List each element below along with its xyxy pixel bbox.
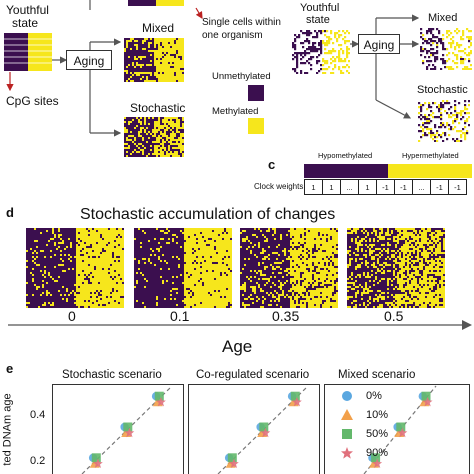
panel-b-stochastic-label: Stochastic [417, 84, 468, 96]
legend-marker-1 [341, 409, 353, 420]
panel-b-youthful-grid [292, 30, 350, 74]
panel-b-stochastic-grid [418, 100, 470, 142]
scatter-title-mixed: Mixed scenario [338, 369, 416, 381]
clock-weight-cell: 1 [358, 179, 377, 195]
panel-b-mixed-label: Mixed [428, 12, 458, 24]
legend-unmethylated-swatch [248, 85, 264, 101]
legend-label-1: 10% [366, 409, 389, 421]
panel-a-aging-box: Aging [66, 50, 112, 70]
legend-label-3: 90% [366, 447, 389, 459]
panel-e-ylabel: ted DNAm age [1, 393, 14, 466]
clock-weight-cell: ... [412, 179, 431, 195]
scatter-point [260, 427, 271, 438]
scatter-point [156, 397, 166, 407]
panel-a-arrows [6, 0, 203, 137]
scatter-point [93, 458, 103, 468]
panel-b-arrows [350, 14, 420, 119]
scatter-point [227, 453, 237, 463]
panel-b-youthful-line1: Youthful [300, 2, 340, 14]
legend-unmethylated-label: Unmethylated [212, 71, 271, 82]
clock-weight-cell: -1 [430, 179, 449, 195]
legend-label-0: 0% [366, 390, 382, 402]
panel-c-hypo-bar [304, 164, 388, 178]
clock-weight-cell: ... [340, 179, 359, 195]
noise-grid-0 [26, 228, 124, 308]
scatter-plot-coregulated [188, 384, 320, 474]
legend-methylated-label: Methylated [212, 106, 259, 117]
panel-a-stochastic-grid [124, 117, 184, 157]
panel-e-letter: e [6, 361, 14, 376]
scatter-point [259, 422, 269, 432]
panel-a-mixed-label: Mixed [142, 21, 175, 35]
scatter-point [123, 422, 133, 432]
age-axis-arrow [8, 320, 472, 330]
clock-weights-table: 1 1 ... 1 -1 -1 ... -1 -1 [304, 179, 467, 195]
scatter-plot-stochastic [52, 384, 184, 474]
panel-a-cpg-label: CpG sites [6, 94, 59, 108]
scatter-point [124, 427, 135, 438]
panel-b-youthful-line2: state [306, 14, 330, 26]
panel-c-row-label: Clock weights [254, 182, 304, 191]
noise-label-2: 0.35 [272, 308, 300, 324]
legend-marker-2 [342, 429, 352, 439]
legend-marker-3 [341, 447, 353, 459]
clock-weight-cell: 1 [322, 179, 341, 195]
scatter-point [422, 397, 433, 407]
scatter-plot-mixed [324, 384, 470, 474]
panel-c-hyper-bar [388, 164, 472, 178]
panel-a-youthful-line1: Youthful [6, 3, 49, 17]
scatter-point [154, 391, 164, 401]
panel-a-single-cells-line1: Single cells within [202, 17, 281, 28]
panel-a-mixed-grid [124, 38, 184, 82]
clock-weight-cell: -1 [394, 179, 413, 195]
legend-methylated-swatch [248, 118, 264, 134]
scatter-point [290, 391, 300, 401]
panel-a-youthful-grid [4, 33, 52, 71]
noise-grid-3 [347, 228, 445, 308]
panel-a-top-grid [128, 0, 184, 6]
clock-weight-cell: -1 [376, 179, 395, 195]
noise-label-1: 0.1 [170, 308, 190, 324]
panel-c-hyper-label: Hypermethylated [402, 151, 459, 160]
noise-label-0: 0 [68, 308, 76, 324]
panel-c-hypo-label: Hypomethylated [318, 151, 373, 160]
panel-b-aging-box: Aging [358, 34, 400, 54]
clock-weight-cell: 1 [304, 179, 323, 195]
scatter-point [396, 422, 406, 432]
scatter-point [371, 453, 381, 463]
panel-a-single-cells-line2: one organism [202, 30, 263, 41]
noise-label-3: 0.5 [384, 308, 404, 324]
scatter-point [421, 391, 431, 401]
panel-b-mixed-grid [420, 28, 472, 70]
age-axis-label: Age [222, 337, 253, 356]
scatter-point [292, 397, 302, 407]
scatter-point [91, 453, 101, 463]
scatter-title-coregulated: Co-regulated scenario [196, 369, 310, 381]
scatter-title-stochastic: Stochastic scenario [62, 369, 162, 381]
panel-a-youthful-line2: state [12, 16, 39, 30]
clock-weight-cell: -1 [448, 179, 467, 195]
scatter-point [397, 427, 408, 438]
noise-grid-1 [134, 228, 232, 308]
panel-d-letter: d [6, 205, 14, 220]
panel-a-stochastic-label: Stochastic [130, 101, 186, 115]
panel-c-letter: c [268, 157, 276, 172]
legend-marker-0 [342, 391, 352, 401]
legend-label-2: 50% [366, 428, 389, 440]
noise-grid-2 [240, 228, 338, 308]
scatter-point [229, 458, 239, 468]
scatter-point [372, 458, 383, 468]
panel-d-title: Stochastic accumulation of changes [80, 206, 336, 223]
y-tick-02: 0.2 [30, 455, 46, 467]
y-tick-04: 0.4 [30, 409, 46, 421]
